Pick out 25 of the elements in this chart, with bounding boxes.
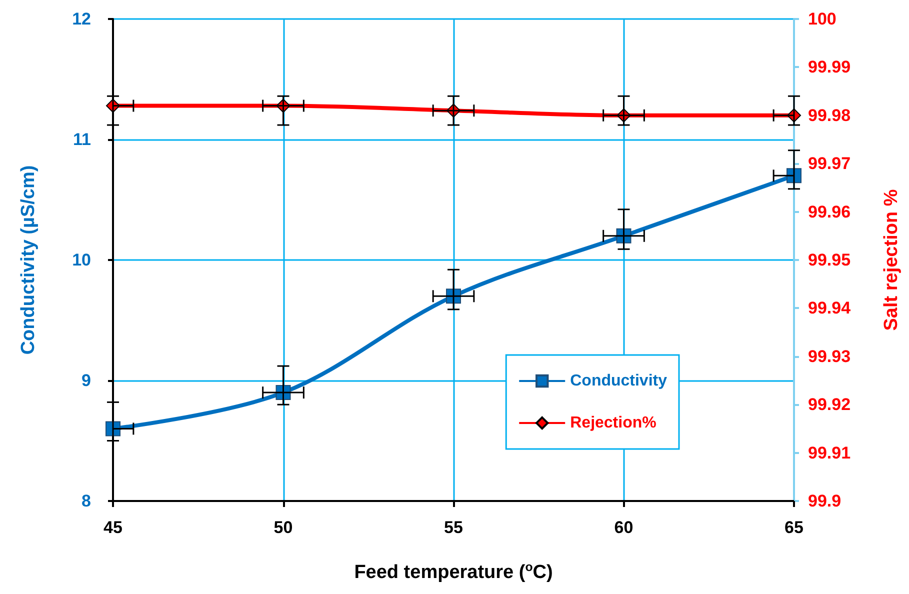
x-tick-label: 45 bbox=[104, 518, 122, 537]
y2-tick-label: 99.91 bbox=[808, 443, 851, 462]
x-tick-label: 50 bbox=[274, 518, 293, 537]
y-tick-label: 12 bbox=[72, 10, 91, 28]
y-tick-label: 9 bbox=[82, 371, 91, 390]
y2-tick-label: 99.92 bbox=[808, 395, 851, 414]
y2-tick-label: 99.99 bbox=[808, 58, 851, 77]
y2-tick-label: 99.93 bbox=[808, 346, 851, 366]
y-axis-title: Conductivity (µS/cm) bbox=[18, 165, 39, 355]
y-tick-label: 8 bbox=[82, 492, 91, 510]
legend-label: Rejection% bbox=[570, 414, 656, 432]
y2-tick-label: 99.96 bbox=[808, 202, 851, 222]
y2-tick-label: 100 bbox=[808, 10, 836, 28]
y2-tick-label: 99.95 bbox=[808, 250, 851, 270]
x-tick-label: 60 bbox=[614, 518, 634, 537]
x-tick-label: 55 bbox=[444, 518, 463, 537]
y2-tick-label: 99.94 bbox=[808, 298, 852, 318]
x-tick-label: 65 bbox=[784, 518, 804, 537]
y2-axis-title: Salt rejection % bbox=[881, 189, 902, 331]
y2-tick-label: 99.98 bbox=[808, 106, 851, 125]
legend-label: Conductivity bbox=[570, 372, 668, 390]
y2-tick-label: 99.9 bbox=[808, 492, 842, 510]
y-tick-label: 10 bbox=[72, 250, 91, 270]
y-tick-label: 11 bbox=[73, 130, 91, 149]
y2-tick-label: 99.97 bbox=[808, 154, 851, 174]
